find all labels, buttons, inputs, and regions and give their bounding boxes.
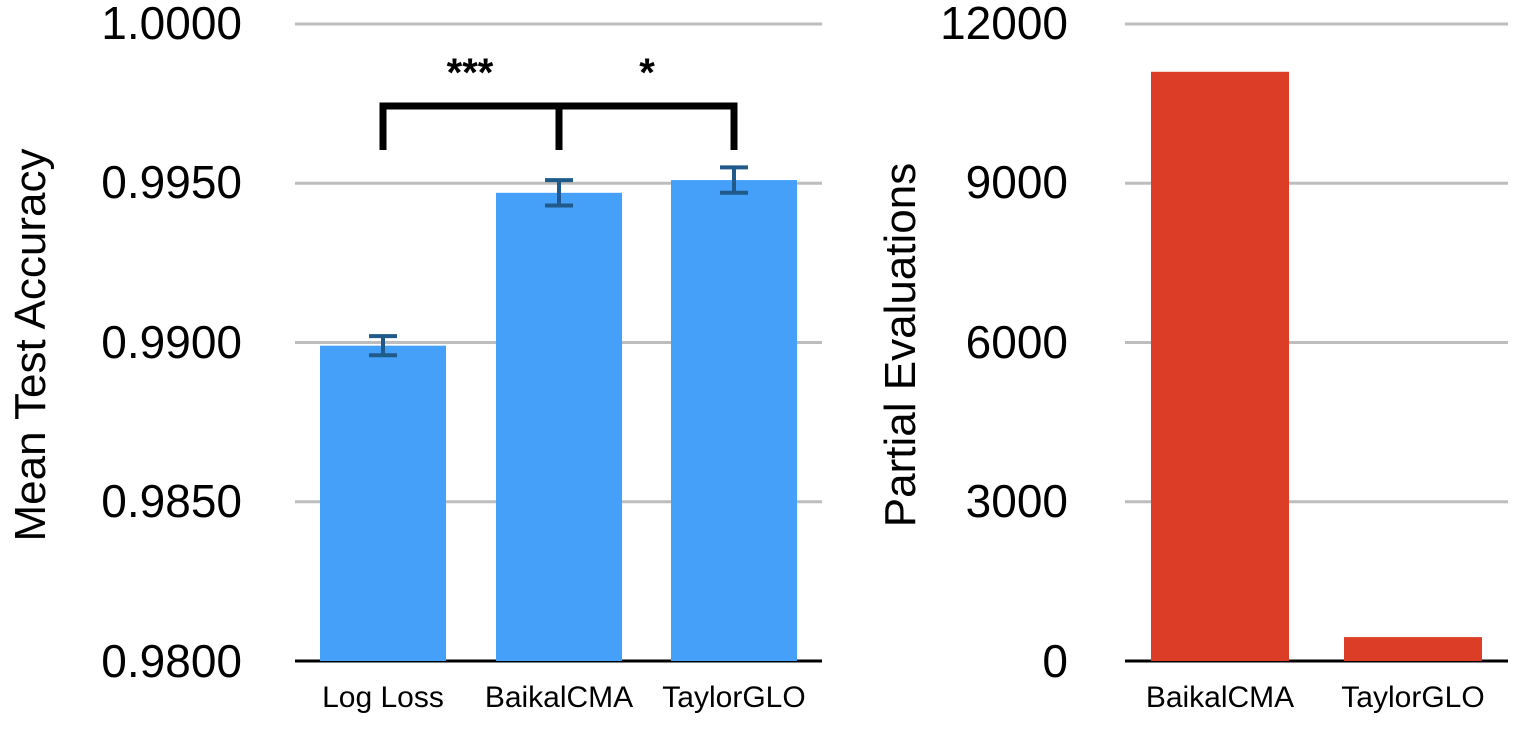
y-tick-label: 0.9950 (101, 156, 242, 208)
bar (1344, 637, 1482, 661)
accuracy-error-bars (369, 165, 748, 358)
y-axis-label: Mean Test Accuracy (6, 149, 55, 542)
accuracy-x-ticks: Log Loss BaikalCMA TaylorGLO (322, 681, 806, 714)
y-tick-label: 6000 (966, 316, 1068, 368)
significance-bracket (379, 102, 738, 150)
y-tick-label: 0.9900 (101, 316, 242, 368)
accuracy-chart: *** * 1.0000 0.9950 0.9900 0.9850 0.9800… (6, 0, 822, 714)
significance-brackets: *** * (379, 51, 738, 150)
y-tick-label: 9000 (966, 156, 1068, 208)
evaluations-y-ticks: 12000 9000 6000 3000 0 (940, 0, 1068, 687)
evaluations-x-ticks: BaikalCMA TaylorGLO (1146, 681, 1485, 714)
significance-label-baikal-taylor: * (639, 51, 655, 95)
y-tick-label: 0.9800 (101, 635, 242, 687)
significance-label-logloss-baikal: *** (447, 51, 494, 95)
x-tick-label: TaylorGLO (662, 681, 805, 714)
bar (320, 345, 446, 661)
bar (1151, 71, 1289, 661)
y-tick-label: 0.9850 (101, 475, 242, 527)
x-tick-label: BaikalCMA (1146, 681, 1294, 714)
y-tick-label: 1.0000 (101, 0, 242, 49)
x-tick-label: TaylorGLO (1341, 681, 1484, 714)
evaluations-bars (1151, 71, 1482, 661)
accuracy-bars (320, 180, 797, 661)
accuracy-y-ticks: 1.0000 0.9950 0.9900 0.9850 0.9800 (101, 0, 242, 687)
bar (671, 180, 797, 661)
bar (496, 192, 622, 661)
y-tick-label: 12000 (940, 0, 1068, 49)
x-tick-label: BaikalCMA (485, 681, 633, 714)
x-tick-label: Log Loss (322, 681, 444, 714)
y-tick-label: 0 (1042, 635, 1068, 687)
y-tick-label: 3000 (966, 475, 1068, 527)
y-axis-label: Partial Evaluations (876, 163, 925, 527)
evaluations-chart: 12000 9000 6000 3000 0 BaikalCMA TaylorG… (876, 0, 1508, 714)
